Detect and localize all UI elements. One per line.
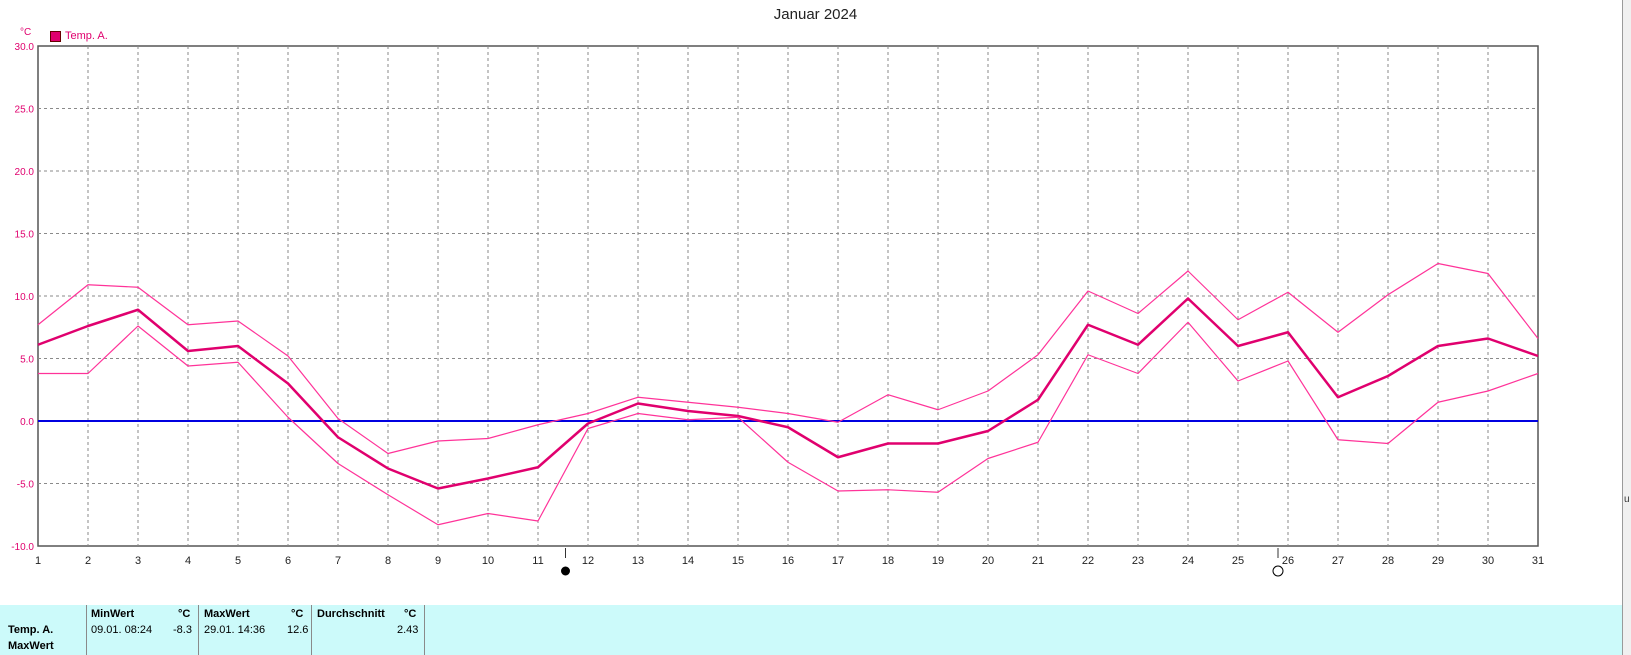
full-moon-icon — [1272, 565, 1284, 577]
x-tick-label: 11 — [532, 555, 543, 567]
row-label: Temp. A. — [8, 624, 54, 636]
stats-divider — [86, 605, 87, 655]
avg-value: 2.43 — [397, 624, 419, 636]
y-tick-label: 15.0 — [15, 230, 35, 241]
series-line-avg — [37, 297, 1539, 490]
x-tick-label: 24 — [1182, 555, 1194, 567]
x-tick-label: 13 — [632, 555, 644, 567]
y-tick-label: 20.0 — [15, 167, 35, 178]
x-tick-label: 5 — [235, 555, 241, 567]
x-tick-label: 26 — [1282, 555, 1294, 567]
y-tick-label: 0.0 — [20, 417, 34, 428]
x-tick-label: 2 — [85, 555, 91, 567]
min-header: MinWert — [91, 608, 135, 620]
chart-svg: -10.0-5.00.05.010.015.020.025.030.01 2 3 4 5… — [11, 42, 1544, 577]
min-time: 09.01. 08:24 — [91, 624, 153, 636]
stats-divider — [311, 605, 312, 655]
y-tick-label: 25.0 — [15, 105, 35, 116]
min-value: -8.3 — [173, 624, 192, 636]
scrollbar-edge[interactable] — [1622, 0, 1631, 655]
x-tick-label: 12 — [582, 555, 594, 567]
new-moon-icon — [561, 566, 570, 576]
max-value: 12.6 — [287, 624, 309, 636]
x-tick-label: 10 — [482, 555, 494, 567]
y-tick-label: 5.0 — [20, 355, 34, 366]
axes: -10.0-5.00.05.010.015.020.025.030.01 2 3 4 5… — [11, 42, 1544, 567]
y-tick-label: -5.0 — [17, 480, 35, 491]
y-axis-unit: °C — [20, 27, 32, 38]
avg-unit-header: °C — [404, 608, 417, 620]
x-tick-label: 9 — [435, 555, 441, 567]
x-tick-label: 14 — [682, 555, 694, 567]
x-tick-label: 28 — [1382, 555, 1394, 567]
stats-divider — [424, 605, 425, 655]
series-lines — [37, 262, 1539, 526]
stats-divider — [198, 605, 199, 655]
max-time: 29.01. 14:36 — [204, 624, 266, 636]
x-tick-label: 21 — [1032, 555, 1044, 567]
x-tick-label: 15 — [732, 555, 744, 567]
stats-panel: MinWert °C MaxWert °C Durchschnitt °C Te… — [0, 605, 1622, 655]
chart-title: Januar 2024 — [773, 6, 858, 23]
x-tick-label: 3 — [135, 555, 141, 567]
legend-label: Temp. A. — [65, 30, 108, 42]
max-unit-header: °C — [291, 608, 304, 620]
moon-markers — [561, 548, 1284, 577]
series-line-min — [38, 321, 1539, 526]
grid — [38, 46, 1538, 546]
x-tick-label: 29 — [1432, 555, 1444, 567]
min-unit-header: °C — [178, 608, 191, 620]
x-tick-label: 16 — [782, 555, 794, 567]
legend-swatch — [50, 30, 61, 42]
avg-header: Durchschnitt — [317, 608, 385, 620]
x-tick-label: 19 — [932, 555, 944, 567]
x-tick-label: 25 — [1232, 555, 1244, 567]
max-header: MaxWert — [204, 608, 250, 620]
series-line-max — [37, 262, 1539, 455]
row-label-2: MaxWert — [8, 640, 54, 652]
y-tick-label: 30.0 — [15, 42, 35, 53]
x-tick-label: 23 — [1132, 555, 1144, 567]
cut-off-glyph: u — [1624, 494, 1630, 505]
x-tick-label: 27 — [1332, 555, 1344, 567]
x-tick-label: 4 — [185, 555, 191, 567]
x-tick-label: 22 — [1082, 555, 1094, 567]
x-tick-label: 6 — [285, 555, 291, 567]
x-tick-label: 20 — [982, 555, 994, 567]
x-tick-label: 31 — [1532, 555, 1544, 567]
x-tick-label: 8 — [385, 555, 391, 567]
x-tick-label: 18 — [882, 555, 894, 567]
legend: Temp. A. — [50, 30, 108, 42]
x-tick-label: 30 — [1482, 555, 1494, 567]
x-tick-label: 1 — [35, 555, 41, 567]
y-tick-label: -10.0 — [11, 542, 34, 553]
x-tick-label: 17 — [832, 555, 844, 567]
y-tick-label: 10.0 — [15, 292, 35, 303]
x-tick-label: 7 — [335, 555, 341, 567]
